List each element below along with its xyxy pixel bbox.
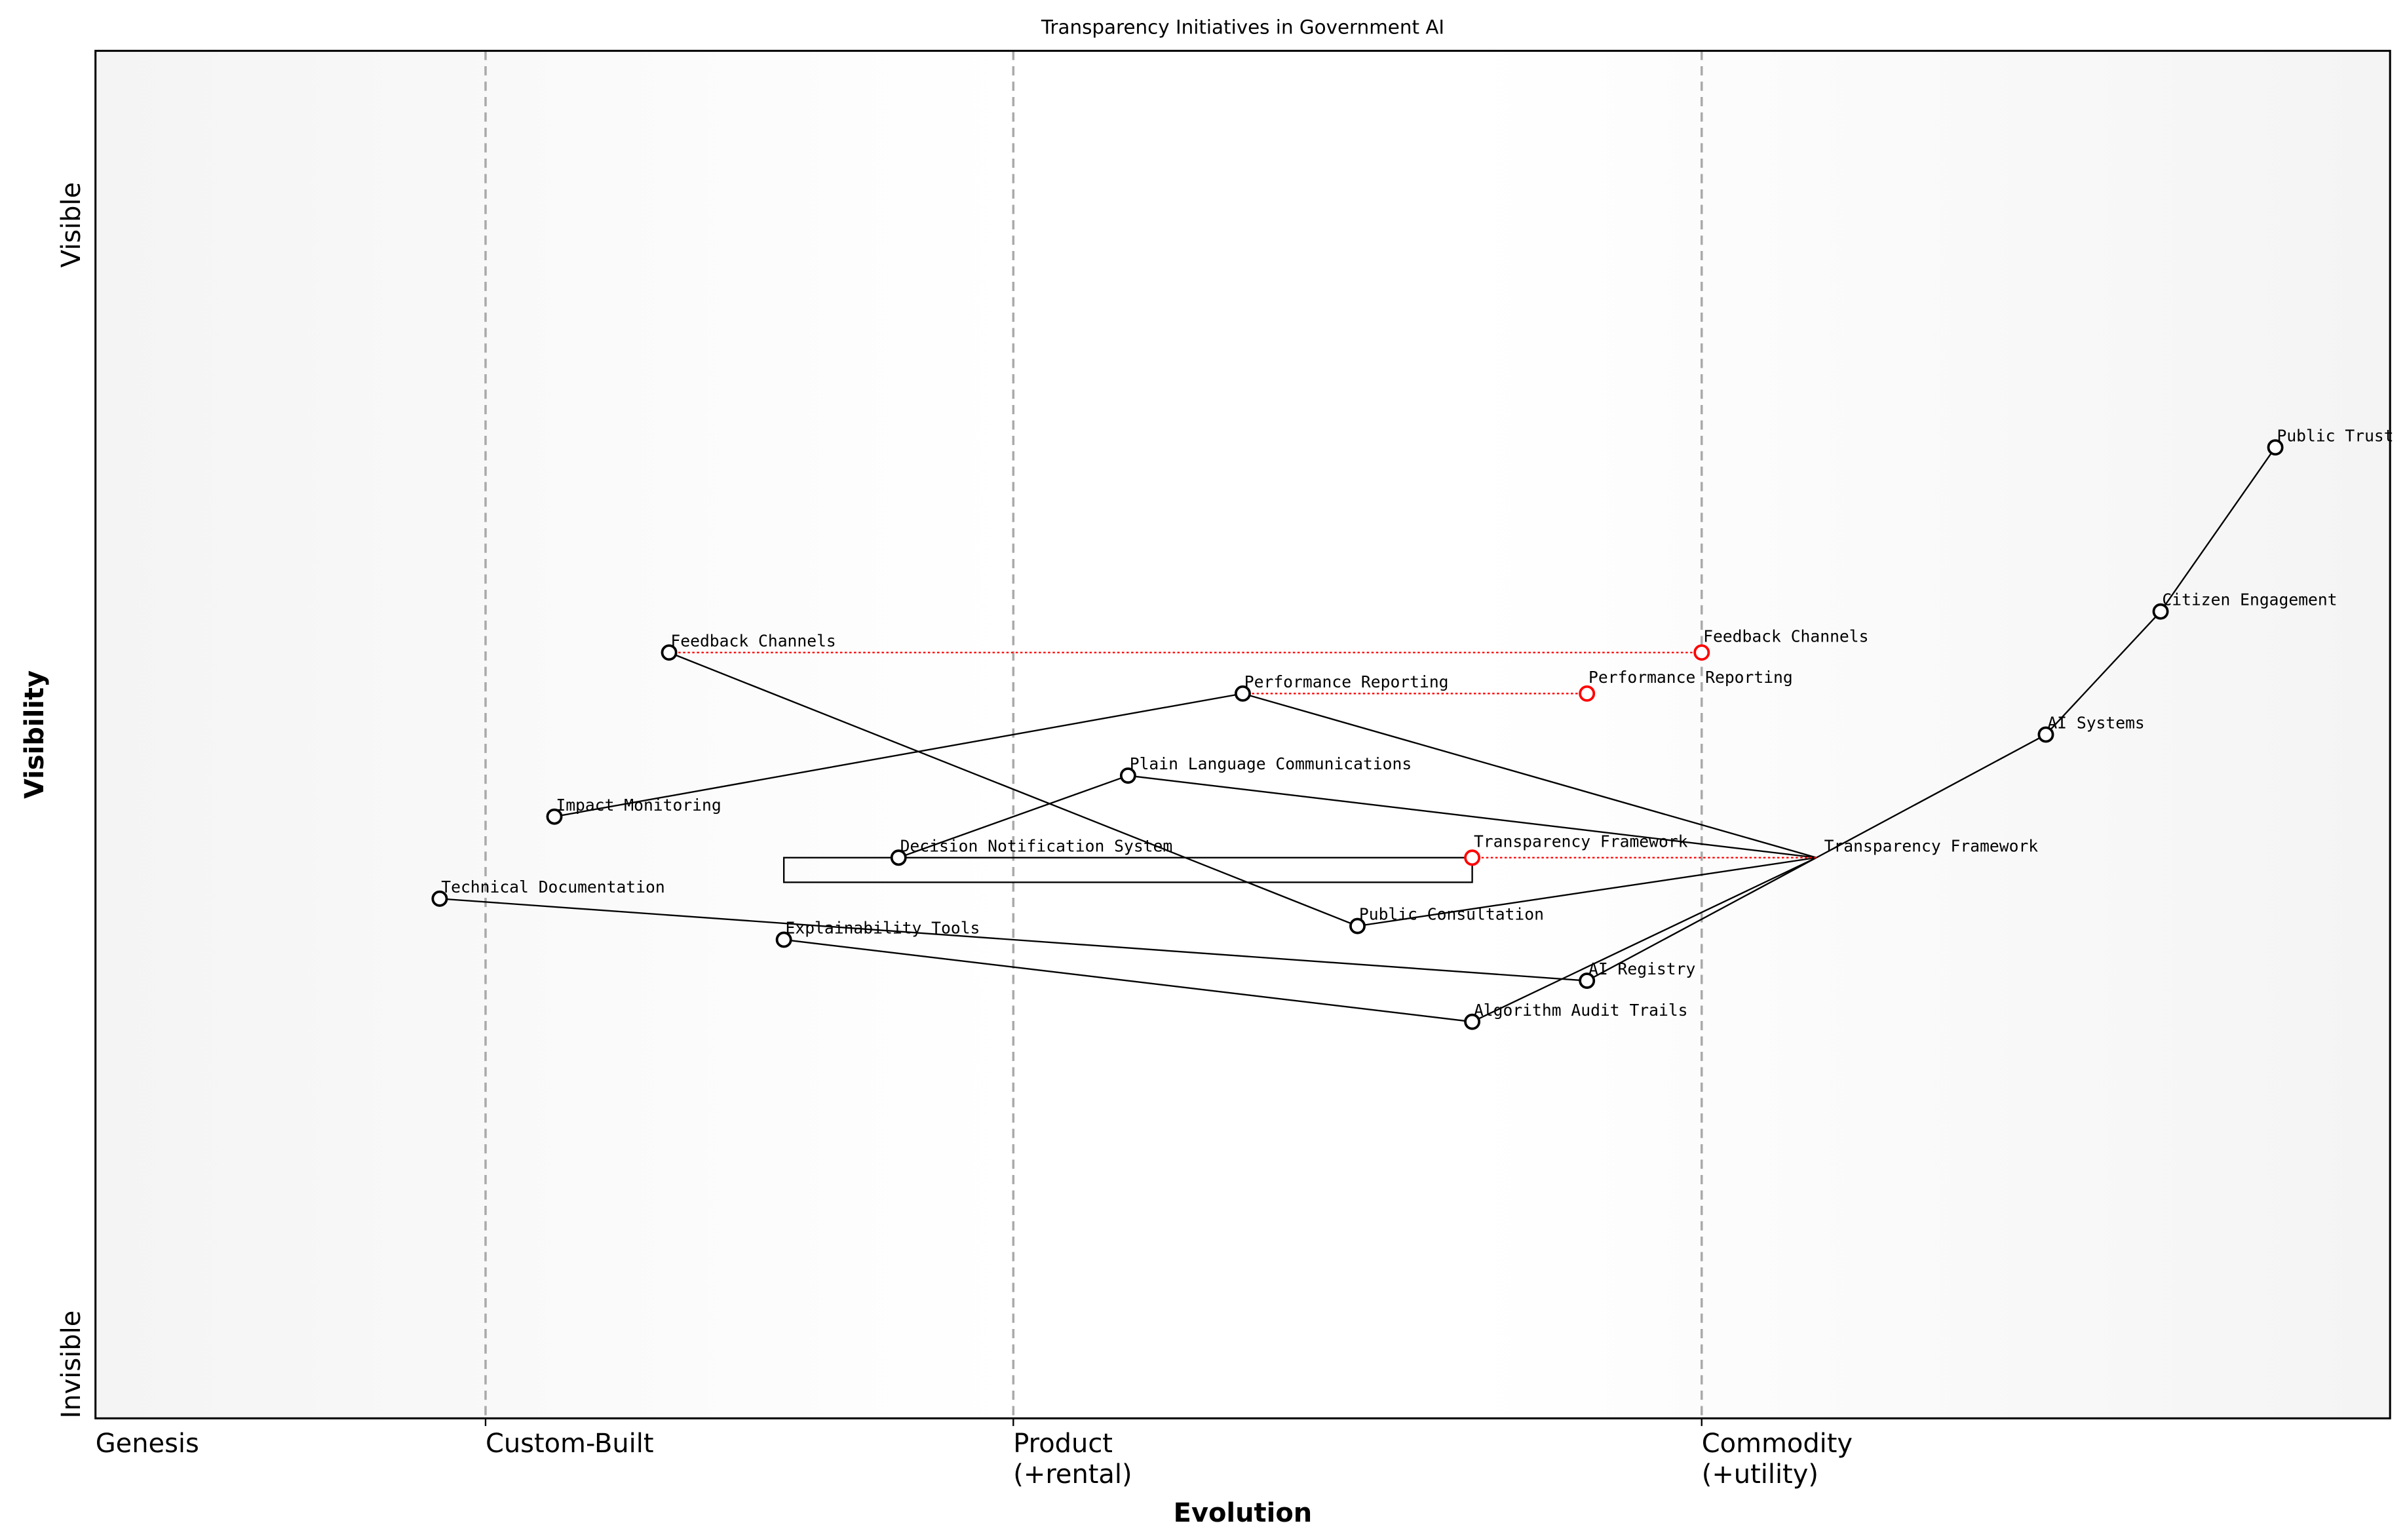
component-label: Technical Documentation (441, 877, 664, 896)
component-node[interactable] (1349, 917, 1366, 934)
dependency-link (1816, 733, 2047, 858)
component-node[interactable] (890, 849, 907, 866)
dependency-link (1472, 857, 1817, 1023)
stage-name: Commodity (1702, 1429, 1853, 1459)
stage-sub: (+utility) (1702, 1459, 1818, 1490)
component-node[interactable] (431, 890, 448, 907)
dependency-link (554, 693, 1243, 818)
component-label: Citizen Engagement (2162, 590, 2337, 609)
component-node[interactable] (2037, 726, 2054, 743)
dependency-link (1587, 857, 1817, 982)
component-label: Public Consultation (1359, 905, 1544, 924)
stage-label: Genesis (96, 1429, 199, 1459)
dependency-link (1357, 857, 1817, 927)
component-label: Impact Monitoring (556, 796, 721, 815)
dependency-link (2160, 447, 2277, 612)
component-node[interactable] (1464, 1013, 1481, 1030)
evolved-node[interactable] (1693, 644, 1710, 661)
component-node[interactable] (2267, 439, 2284, 456)
stage-sub: (+rental) (1013, 1459, 1132, 1490)
component-node[interactable] (1579, 972, 1596, 990)
stage-name: Genesis (96, 1429, 199, 1459)
y-top-label: Visible (56, 182, 87, 267)
component-node[interactable] (546, 808, 563, 825)
dependency-link (2045, 611, 2161, 735)
evolved-node-label: Transparency Framework (1474, 832, 1688, 851)
plot-frame (94, 50, 2391, 1419)
chart-title: Transparency Initiatives in Government A… (1041, 16, 1444, 39)
dependency-link (1128, 775, 1817, 858)
y-axis-label: Visibility (20, 670, 50, 799)
evolved-node-label: Performance Reporting (1588, 668, 1793, 687)
component-label: Performance Reporting (1244, 672, 1449, 691)
component-label: Algorithm Audit Trails (1474, 1001, 1688, 1020)
component-label: Transparency Framework (1824, 836, 2039, 855)
component-node[interactable] (1119, 767, 1136, 784)
stage-name: Product (1013, 1429, 1113, 1459)
component-node[interactable] (2152, 603, 2169, 620)
dependency-link (668, 651, 1358, 927)
component-label: Feedback Channels (670, 631, 836, 650)
component-label: AI Registry (1588, 959, 1695, 978)
component-label: Plain Language Communications (1130, 754, 1412, 773)
dependency-link (784, 938, 1472, 1023)
component-node[interactable] (661, 644, 678, 661)
stage-label: Commodity (+utility) (1702, 1429, 1853, 1490)
component-node[interactable] (775, 931, 792, 948)
pipeline (782, 857, 1473, 883)
component-label: AI Systems (2047, 714, 2144, 733)
evolved-node[interactable] (1579, 685, 1596, 702)
component-label: Public Trust (2277, 426, 2393, 445)
plot-background (95, 50, 2391, 1419)
stage-label: Product (+rental) (1013, 1429, 1132, 1490)
component-label: Decision Notification System (900, 836, 1173, 855)
stage-name: Custom-Built (486, 1429, 654, 1459)
dependency-link (439, 898, 1587, 982)
evolved-node-label: Feedback Channels (1703, 626, 1868, 645)
evolved-node[interactable] (1464, 849, 1481, 866)
y-bottom-label: Invisible (56, 1311, 87, 1419)
component-label: Explainability Tools (786, 919, 980, 938)
dependency-link (1242, 693, 1817, 858)
component-node[interactable] (1234, 685, 1251, 702)
stage-label: Custom-Built (486, 1429, 654, 1459)
x-axis-label: Evolution (1174, 1498, 1313, 1528)
dependency-link (898, 775, 1128, 858)
